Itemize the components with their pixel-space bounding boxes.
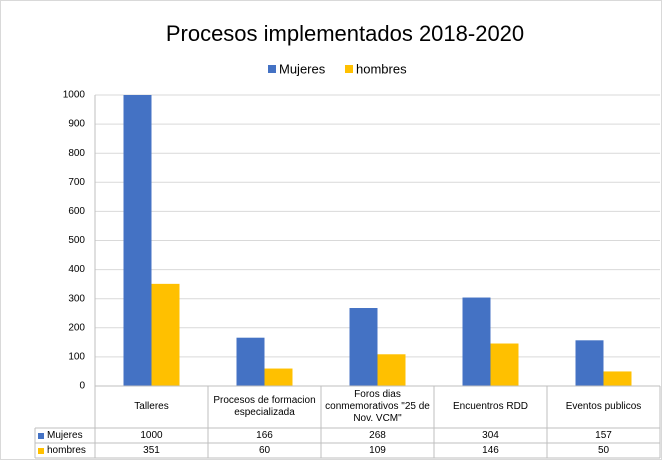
bar xyxy=(349,308,378,386)
row-header: Mujeres xyxy=(47,429,83,441)
category-label: Talleres xyxy=(134,401,169,412)
legend-key xyxy=(38,433,44,439)
legend-key xyxy=(38,448,44,454)
bar xyxy=(123,95,152,386)
category-label: Encuentros RDD xyxy=(452,401,529,412)
y-tick-label: 300 xyxy=(68,293,85,304)
category-label: Procesos de formacion especializada xyxy=(213,395,316,418)
y-tick-label: 200 xyxy=(68,322,85,333)
y-tick-label: 400 xyxy=(68,264,85,275)
row-header: hombres xyxy=(47,444,86,456)
bar xyxy=(575,340,604,386)
bar xyxy=(603,371,632,386)
y-tick-label: 700 xyxy=(68,177,85,188)
legend-label: hombres xyxy=(356,61,407,76)
table-value: 157 xyxy=(595,429,612,441)
y-tick-label: 500 xyxy=(68,235,85,246)
y-tick-label: 100 xyxy=(68,352,85,363)
category-label: Foros dias conmemorativos "25 de Nov. VC… xyxy=(325,389,430,424)
bar xyxy=(151,283,180,386)
chart-title: Procesos implementados 2018-2020 xyxy=(166,21,524,46)
legend-swatch xyxy=(345,65,353,73)
table-value: 166 xyxy=(256,429,273,441)
table-value: 351 xyxy=(143,444,160,456)
table-value: 268 xyxy=(369,429,386,441)
y-tick-label: 800 xyxy=(68,148,85,159)
y-tick-label: 0 xyxy=(79,381,85,392)
legend-label: Mujeres xyxy=(279,61,326,76)
bar xyxy=(264,368,293,386)
table-value: 304 xyxy=(482,429,499,441)
y-tick-label: 600 xyxy=(68,206,85,217)
bar xyxy=(462,297,491,386)
bar xyxy=(377,354,406,386)
table-value: 146 xyxy=(482,444,499,456)
bar xyxy=(236,337,265,386)
table-value: 1000 xyxy=(140,429,163,441)
y-tick-label: 1000 xyxy=(63,90,86,101)
y-tick-label: 900 xyxy=(68,119,85,130)
category-label: Eventos publicos xyxy=(565,401,642,412)
legend-swatch xyxy=(268,65,276,73)
table-value: 50 xyxy=(597,444,610,456)
bar xyxy=(490,343,519,386)
table-value: 60 xyxy=(258,444,271,456)
table-value: 109 xyxy=(369,444,386,456)
